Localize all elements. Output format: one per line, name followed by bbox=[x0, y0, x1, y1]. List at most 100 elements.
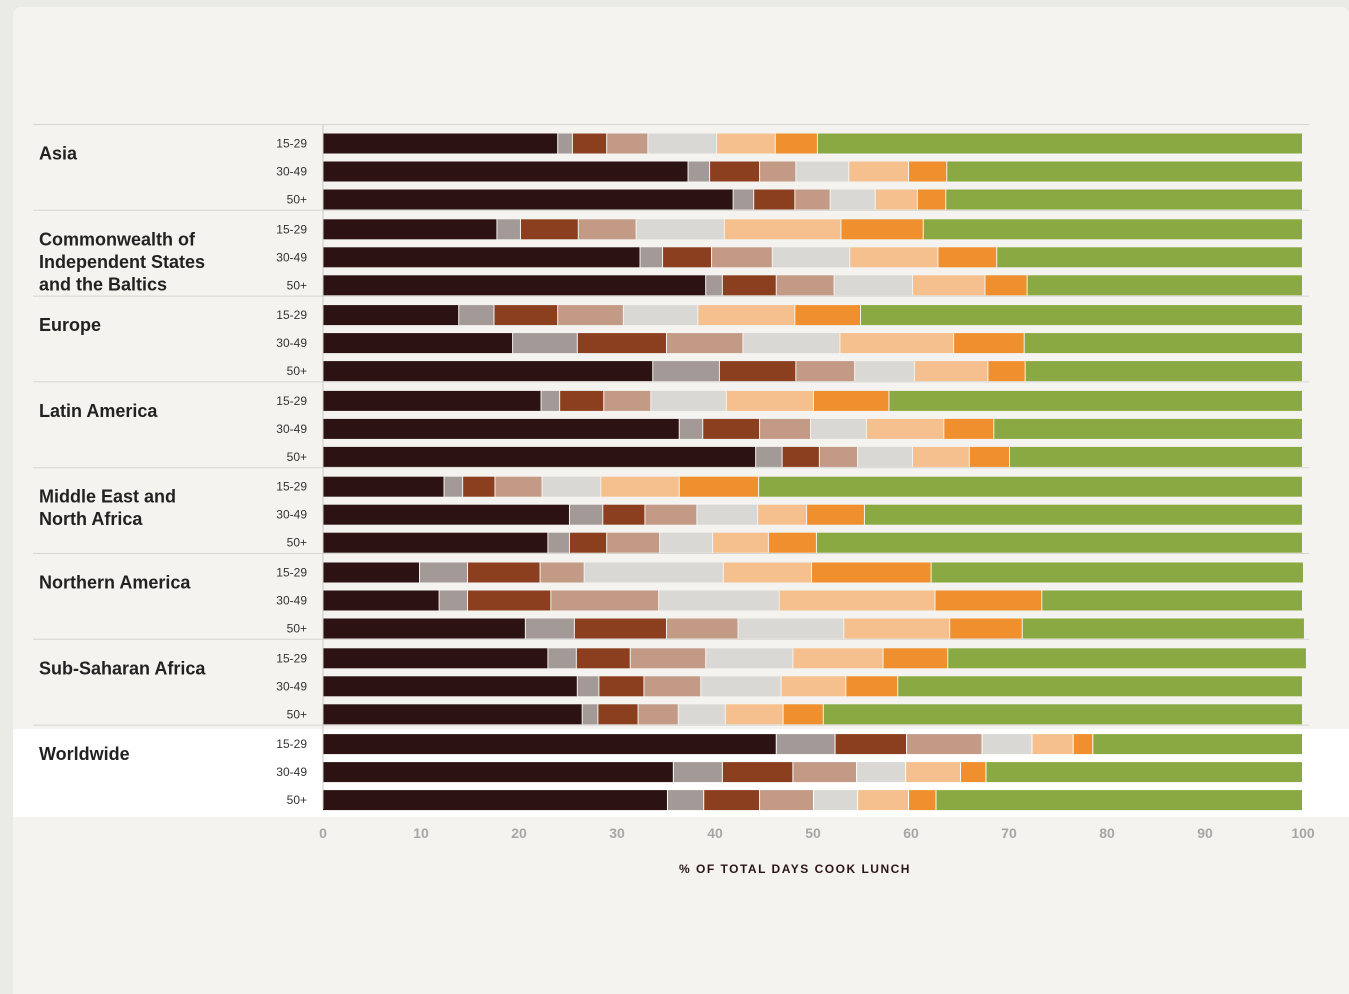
bar-segment-asia-30-49-4 bbox=[760, 161, 796, 182]
bar-segment-commonwealth-of-independent-states-and-the-baltics-30-49-5 bbox=[772, 247, 850, 268]
bar-segment-asia-15-29-7 bbox=[775, 133, 817, 154]
bar-segment-northern-america-15-29-5 bbox=[584, 562, 723, 583]
bar-segment-northern-america-30-49-2 bbox=[439, 590, 468, 611]
bar-segment-europe-50+-6 bbox=[914, 361, 988, 382]
bar-segment-worldwide-30-49-4 bbox=[793, 762, 857, 783]
region-label-commonwealth-of-independent-states-and-the-baltics: Commonwealth of Independent States and the… bbox=[39, 229, 205, 294]
bar-segment-middle-east-and-north-africa-50+-7 bbox=[768, 532, 816, 553]
bar-segment-asia-15-29-4 bbox=[607, 133, 648, 154]
region-labels: Asia Commonwealth of Independent States and… bbox=[39, 144, 206, 765]
bar-segment-sub-saharan-africa-30-49-1 bbox=[323, 676, 577, 697]
bar-segment-commonwealth-of-independent-states-and-the-baltics-15-29-5 bbox=[636, 219, 724, 240]
bar-segment-middle-east-and-north-africa-30-49-7 bbox=[807, 504, 864, 525]
age-label: 15-29 bbox=[276, 651, 307, 665]
bar-segment-sub-saharan-africa-30-49-5 bbox=[701, 676, 781, 697]
bar-segment-europe-30-49-4 bbox=[666, 333, 743, 354]
bar-segment-sub-saharan-africa-15-29-8 bbox=[948, 648, 1306, 669]
bar-segment-commonwealth-of-independent-states-and-the-baltics-30-49-8 bbox=[997, 247, 1302, 268]
bar-segment-sub-saharan-africa-15-29-3 bbox=[576, 648, 630, 669]
bar-segment-northern-america-15-29-8 bbox=[931, 562, 1303, 583]
bar-segment-latin-america-30-49-4 bbox=[760, 418, 811, 439]
bar-segment-sub-saharan-africa-50+-2 bbox=[582, 704, 598, 725]
bar-segment-northern-america-30-49-7 bbox=[935, 590, 1042, 611]
x-tick-labels: 0 10 20 30 40 50 60 70 80 90 100 bbox=[319, 825, 1315, 841]
region-label-northern-america: Northern America bbox=[39, 573, 191, 593]
bar-segment-latin-america-50+-8 bbox=[1009, 446, 1302, 467]
bar-segment-worldwide-15-29-3 bbox=[835, 734, 907, 755]
bar-segment-europe-50+-5 bbox=[855, 361, 914, 382]
bar-segment-europe-50+-2 bbox=[653, 361, 719, 382]
bar-segment-northern-america-15-29-3 bbox=[468, 562, 540, 583]
x-tick-label: 20 bbox=[511, 825, 527, 841]
bar-segment-commonwealth-of-independent-states-and-the-baltics-50+-2 bbox=[706, 275, 722, 296]
bar-segment-sub-saharan-africa-15-29-1 bbox=[323, 648, 548, 669]
age-label: 15-29 bbox=[276, 566, 307, 580]
bar-segment-latin-america-50+-7 bbox=[969, 446, 1009, 467]
bar-segment-northern-america-15-29-2 bbox=[420, 562, 468, 583]
bar-segment-middle-east-and-north-africa-30-49-5 bbox=[697, 504, 758, 525]
bar-segment-sub-saharan-africa-30-49-8 bbox=[898, 676, 1302, 697]
bar-segment-middle-east-and-north-africa-15-29-8 bbox=[759, 476, 1302, 497]
bar-segment-europe-30-49-1 bbox=[323, 333, 513, 354]
bar-segment-asia-50+-8 bbox=[946, 189, 1302, 210]
bar-segment-commonwealth-of-independent-states-and-the-baltics-30-49-6 bbox=[850, 247, 938, 268]
bar-segment-europe-30-49-6 bbox=[840, 333, 954, 354]
bar-segment-latin-america-50+-5 bbox=[858, 446, 912, 467]
age-label: 30-49 bbox=[276, 679, 307, 693]
bar-segment-northern-america-30-49-6 bbox=[779, 590, 935, 611]
bar-segment-europe-15-29-3 bbox=[494, 305, 558, 326]
bar-segment-sub-saharan-africa-50+-4 bbox=[638, 704, 678, 725]
bar-segment-worldwide-50+-4 bbox=[760, 790, 813, 811]
age-label: 50+ bbox=[287, 450, 307, 464]
bar-segment-asia-30-49-1 bbox=[323, 161, 688, 182]
age-label: 30-49 bbox=[276, 508, 307, 522]
x-tick-label: 70 bbox=[1001, 825, 1017, 841]
bar-segment-middle-east-and-north-africa-30-49-6 bbox=[758, 504, 807, 525]
bar-segment-europe-50+-3 bbox=[719, 361, 796, 382]
bar-segment-asia-30-49-5 bbox=[796, 161, 849, 182]
bar-segment-commonwealth-of-independent-states-and-the-baltics-30-49-2 bbox=[640, 247, 663, 268]
bar-segment-middle-east-and-north-africa-30-49-4 bbox=[645, 504, 697, 525]
bar-segment-worldwide-50+-6 bbox=[858, 790, 909, 811]
bar-segment-europe-50+-4 bbox=[796, 361, 855, 382]
bar-segment-latin-america-15-29-7 bbox=[813, 390, 889, 411]
bar-segment-asia-50+-4 bbox=[795, 189, 830, 210]
bar-segment-latin-america-50+-4 bbox=[819, 446, 858, 467]
bar-segment-sub-saharan-africa-15-29-5 bbox=[706, 648, 793, 669]
bar-segment-europe-15-29-2 bbox=[459, 305, 494, 326]
region-label-middle-east-and-north-africa: Middle East and North Africa bbox=[39, 487, 176, 530]
bar-segment-sub-saharan-africa-50+-3 bbox=[598, 704, 638, 725]
bar-segment-worldwide-50+-3 bbox=[704, 790, 760, 811]
bar-segment-northern-america-30-49-3 bbox=[468, 590, 551, 611]
bar-segment-northern-america-30-49-4 bbox=[551, 590, 659, 611]
bar-segment-worldwide-15-29-7 bbox=[1073, 734, 1093, 755]
bar-segment-asia-15-29-5 bbox=[648, 133, 716, 154]
bar-segment-northern-america-50+-7 bbox=[950, 618, 1022, 639]
age-label: 50+ bbox=[287, 793, 307, 807]
bar-segment-latin-america-15-29-5 bbox=[651, 390, 726, 411]
age-label: 50+ bbox=[287, 193, 307, 207]
bar-segment-worldwide-50+-5 bbox=[813, 790, 858, 811]
bar-segment-asia-15-29-3 bbox=[572, 133, 607, 154]
bar-segment-latin-america-30-49-6 bbox=[866, 418, 944, 439]
bar-segment-commonwealth-of-independent-states-and-the-baltics-50+-4 bbox=[776, 275, 834, 296]
bar-segment-middle-east-and-north-africa-50+-2 bbox=[548, 532, 569, 553]
bar-segment-europe-30-49-3 bbox=[577, 333, 666, 354]
bar-segment-commonwealth-of-independent-states-and-the-baltics-15-29-8 bbox=[923, 219, 1302, 240]
bar-segment-northern-america-50+-5 bbox=[738, 618, 844, 639]
bar-segment-latin-america-15-29-6 bbox=[726, 390, 813, 411]
bar-segment-worldwide-30-49-3 bbox=[722, 762, 793, 783]
x-tick-label: 30 bbox=[609, 825, 625, 841]
bar-segment-europe-15-29-5 bbox=[623, 305, 698, 326]
bar-segment-asia-30-49-8 bbox=[947, 161, 1302, 182]
bar-segment-asia-50+-3 bbox=[754, 189, 795, 210]
bar-segment-asia-15-29-2 bbox=[558, 133, 572, 154]
x-tick-label: 10 bbox=[413, 825, 429, 841]
bar-segment-worldwide-50+-2 bbox=[667, 790, 704, 811]
age-label: 30-49 bbox=[276, 165, 307, 179]
bar-segment-sub-saharan-africa-50+-5 bbox=[678, 704, 725, 725]
x-tick-label: 80 bbox=[1099, 825, 1115, 841]
bar-segment-middle-east-and-north-africa-15-29-6 bbox=[601, 476, 679, 497]
x-tick-label: 0 bbox=[319, 825, 327, 841]
bar-segment-middle-east-and-north-africa-50+-8 bbox=[816, 532, 1302, 553]
